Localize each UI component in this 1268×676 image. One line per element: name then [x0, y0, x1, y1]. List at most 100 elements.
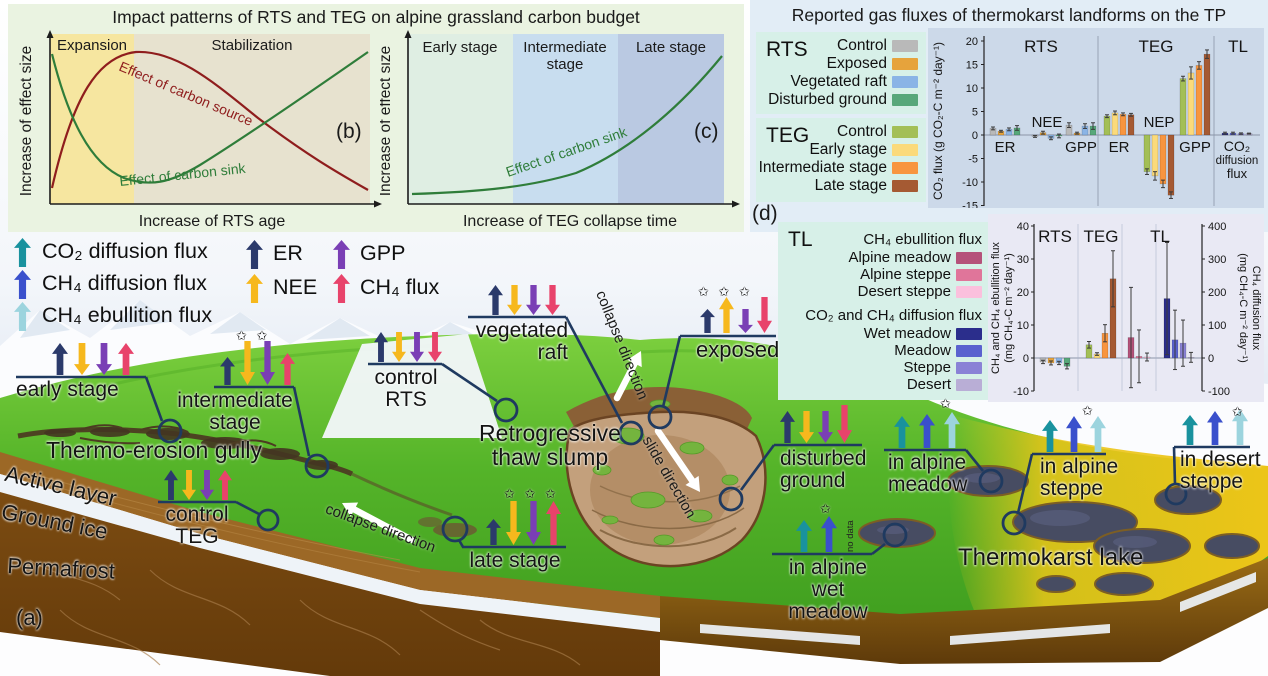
- ch4_diffusion-flux-arrow-up: [919, 414, 935, 448]
- thermokarst-lakes: [858, 465, 1260, 596]
- flux-legend-label-gpp: GPP: [360, 241, 406, 265]
- ch4_ebullition-arrow-shape: [1090, 416, 1106, 452]
- gpp-flux-arrow-down: [738, 309, 753, 333]
- y-tick-label-left: 10: [1017, 320, 1029, 332]
- x-axis-label: Increase of TEG collapse time: [463, 213, 677, 230]
- legend-item-label: Late stage: [814, 177, 887, 194]
- y-tick-label-right: 100: [1208, 320, 1226, 332]
- label-line: (a): [16, 605, 43, 630]
- nee-flux-arrow-down: [392, 332, 406, 362]
- nee-flux-arrow-up: [246, 274, 263, 303]
- callout-target-circle: [647, 404, 673, 430]
- legend-swatch: [892, 58, 918, 70]
- callout-target-circle: [882, 522, 908, 548]
- legend-swatch: [956, 268, 982, 281]
- direction-arrows-layer: [342, 351, 700, 544]
- ch4-arrow-shape: [333, 274, 350, 303]
- panel-impact-patterns: Impact patterns of RTS and TEG on alpine…: [8, 4, 744, 232]
- ch4-flux-arrow-up: [118, 343, 134, 375]
- section-label-TEG: TEG: [1139, 37, 1174, 56]
- legend-teg: TEG Control Early stage Intermediate stage L…: [756, 118, 926, 202]
- callout-leader-line: [964, 449, 985, 472]
- no-data-note: no data: [845, 520, 856, 552]
- phase-stabilization: Stabilization: [212, 37, 293, 54]
- y-tick-label-left: -10: [1013, 386, 1029, 398]
- nee-flux-arrow-down: [240, 341, 255, 385]
- label-line: late stage: [469, 549, 561, 572]
- label-line: thaw slump: [491, 444, 609, 471]
- retrogressive-thaw-slump-scar: [565, 387, 767, 568]
- bar: [1111, 112, 1119, 136]
- er-arrow-shape: [488, 285, 503, 315]
- bar: [1143, 134, 1151, 172]
- er-flux-arrow-up: [374, 332, 388, 362]
- ch4_diffusion-flux-arrow-up: [821, 516, 837, 552]
- y-tick-label: -15: [962, 201, 978, 209]
- group-label: flux: [1227, 166, 1248, 181]
- ch4_ebullition-flux-arrow-up: [944, 412, 960, 448]
- y-tick-label: 10: [966, 83, 978, 95]
- y-axis-label: Increase of effect size: [380, 46, 394, 197]
- legend-item: Late stage: [756, 177, 926, 195]
- legend-item-label: Steppe: [903, 359, 951, 376]
- callout-label-control-teg: control TEG: [158, 503, 236, 548]
- soil-cross-section: [0, 452, 1268, 676]
- callout-leader-line: [661, 335, 682, 408]
- legend-item: Control: [756, 37, 926, 55]
- legend-rts-title: RTS: [766, 38, 808, 61]
- label-line: intermediate: [177, 389, 293, 412]
- label-line: early stage: [16, 378, 119, 401]
- ch4-arrow-shape: [545, 285, 560, 315]
- er-flux-arrow-up: [488, 285, 503, 315]
- label-line: ground: [780, 469, 846, 493]
- significance-star-icon: ✩ ✩: [236, 328, 271, 343]
- ch4-flux-arrow-down: [757, 297, 772, 333]
- legend-rts: RTS Control Exposed Vegetated raft Disturbed…: [756, 32, 926, 114]
- nee-flux-arrow-up: [719, 297, 734, 333]
- legend-swatch: [892, 94, 918, 106]
- panel-c-label: (c): [694, 120, 719, 143]
- gpp-arrow-shape: [410, 332, 424, 362]
- panel-d-letter: (d): [752, 202, 778, 225]
- legend-swatch: [956, 361, 982, 374]
- label-line: vegetated: [475, 319, 568, 342]
- flux-legend-label-ch4_diffusion: CH₄ diffusion flux: [42, 271, 207, 295]
- gpp-arrow-shape: [738, 309, 753, 333]
- phase-late: Late stage: [636, 39, 706, 56]
- y-tick-label-left: 20: [1017, 287, 1029, 299]
- legend-item: Alpine meadow: [778, 249, 990, 266]
- slide-direction-head: [685, 475, 700, 492]
- callout-leader-line: [564, 316, 624, 424]
- y-axis-label: CO₂ flux (g CO₂-C m⁻² day⁻¹): [931, 42, 945, 200]
- y-tick-label: 15: [966, 60, 978, 72]
- callout-label-in-alpine-steppe: in alpine steppe: [1040, 455, 1126, 500]
- bar: [1179, 78, 1187, 136]
- group-label: GPP: [1065, 139, 1097, 156]
- y-axis-arrow: [404, 30, 412, 38]
- er-flux-arrow-up: [780, 411, 795, 443]
- y-axis-label-left: CH₄ and CH₄ ebullition flux: [990, 242, 1002, 374]
- gpp-flux-arrow-down: [818, 411, 833, 443]
- significance-star-icon: ✩: [1232, 404, 1246, 419]
- significance-star-icon: ✩: [1082, 403, 1096, 418]
- panel-a-label: (a): [16, 606, 76, 629]
- co2_diffusion-flux-arrow-up: [14, 238, 31, 267]
- panel-d-title: Reported gas fluxes of thermokarst landf…: [791, 5, 1227, 25]
- gpp-flux-arrow-down: [96, 343, 112, 375]
- label-line: exposed: [696, 337, 780, 362]
- callout-leader-line: [235, 500, 260, 516]
- legend-item-label: Disturbed ground: [768, 91, 887, 108]
- callout-leader-line: [1172, 446, 1177, 485]
- co2_diffusion-arrow-shape: [894, 416, 910, 448]
- label-line: in alpine: [888, 451, 967, 474]
- legend-item: Wet meadow: [778, 325, 990, 342]
- label-line: Thermo-erosion gully: [46, 437, 263, 463]
- ch4_diffusion-flux-arrow-up: [14, 270, 31, 299]
- chart-bg: [988, 214, 1264, 402]
- nee-arrow-shape: [246, 274, 263, 303]
- er-flux-arrow-up: [486, 519, 501, 545]
- ch4_diffusion-flux-arrow-up: [1066, 416, 1082, 452]
- gpp-arrow-shape: [818, 411, 833, 443]
- ch4-arrow-shape: [757, 297, 772, 333]
